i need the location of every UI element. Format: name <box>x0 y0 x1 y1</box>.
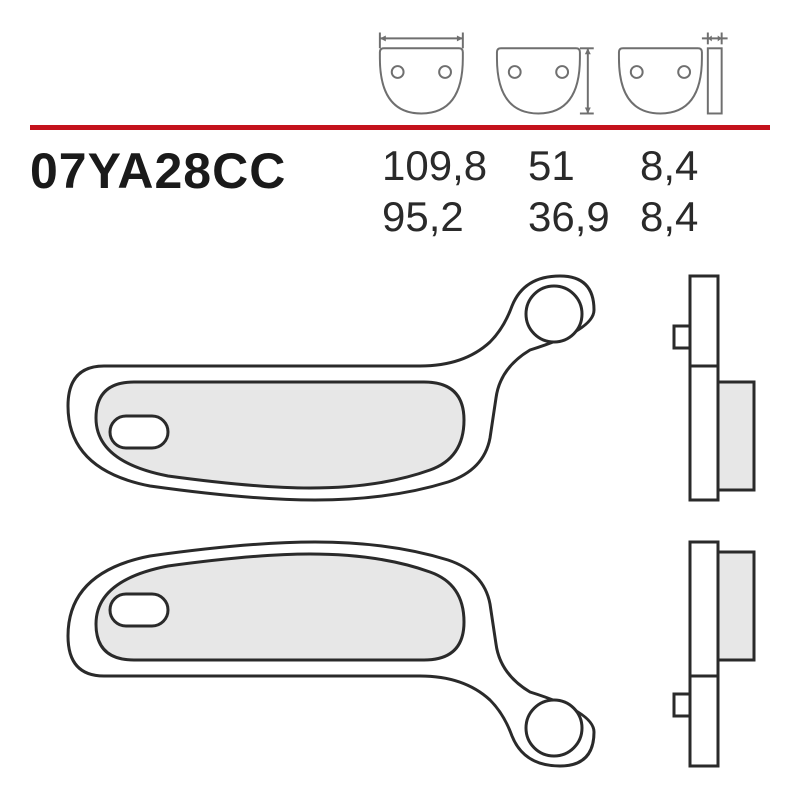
brake-pad-bottom <box>60 540 600 772</box>
dim-r2c1: 95,2 <box>382 193 464 241</box>
dim-r2c2: 36,9 <box>528 193 610 241</box>
dim-width-icon <box>370 28 473 116</box>
dim-r1c3: 8,4 <box>640 142 698 190</box>
brake-pad-side-bottom <box>654 540 766 772</box>
dim-height-icon <box>493 28 596 116</box>
dim-r2c3: 8,4 <box>640 193 698 241</box>
dim-r1c1: 109,8 <box>382 142 487 190</box>
dim-r1c2: 51 <box>528 142 575 190</box>
divider-rule <box>30 125 770 130</box>
product-code: 07YA28CC <box>30 142 286 200</box>
brake-pad-side-top <box>654 270 766 502</box>
dim-thick-icon <box>615 28 730 116</box>
brake-pad-top <box>60 270 600 502</box>
dimension-icons-row <box>370 28 730 116</box>
